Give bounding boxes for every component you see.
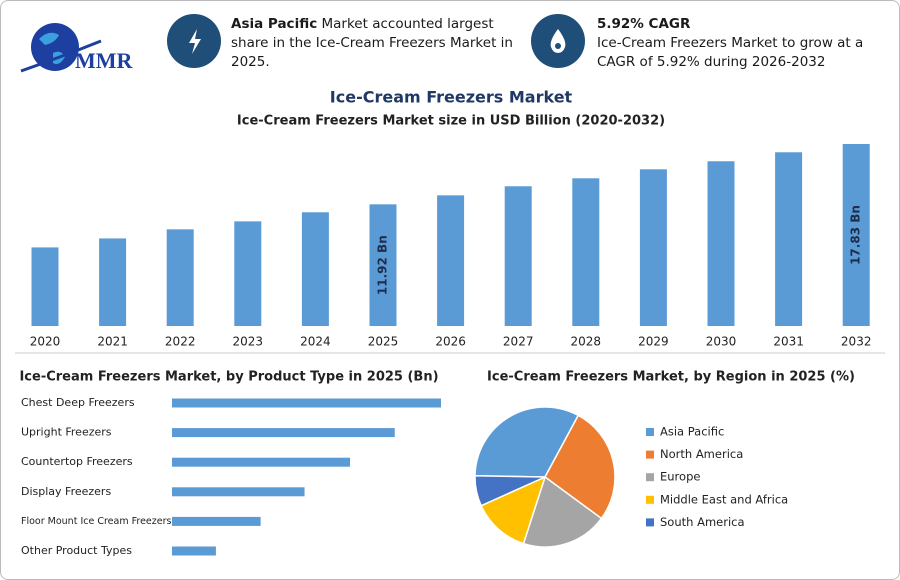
bar <box>172 457 351 467</box>
legend-label: North America <box>660 447 743 461</box>
legend-swatch <box>646 428 654 436</box>
bar <box>31 247 59 326</box>
x-tick-label: 2029 <box>638 335 669 349</box>
bar <box>234 221 262 326</box>
pie-slice <box>480 475 547 545</box>
legend-swatch <box>646 518 654 527</box>
x-tick-label: 2021 <box>97 335 128 349</box>
x-tick-label: 2020 <box>30 335 61 349</box>
legend-swatch <box>646 473 654 482</box>
bar <box>301 212 329 326</box>
chart-title: Ice-Cream Freezers Market, by Region in … <box>487 370 855 385</box>
legend-label: Middle East and Africa <box>660 492 788 506</box>
x-tick-label: 2027 <box>503 335 534 349</box>
y-tick-label: Upright Freezers <box>21 426 112 439</box>
logo: MMR <box>20 23 134 73</box>
x-tick-label: 2032 <box>841 335 872 349</box>
bar <box>172 428 395 438</box>
bar <box>172 546 216 556</box>
y-tick-label: Floor Mount Ice Cream Freezers <box>21 516 172 527</box>
legend-swatch <box>646 450 654 459</box>
x-tick-label: 2030 <box>706 335 737 349</box>
card-icon <box>167 14 221 68</box>
legend-label: South America <box>660 515 745 529</box>
info-card: 5.92% CAGR Ice-Cream Freezers Market to … <box>597 15 887 72</box>
card-highlight: Asia Pacific <box>231 16 318 32</box>
x-tick-label: 2025 <box>368 335 399 349</box>
bar <box>166 229 194 326</box>
pie-slice <box>474 406 580 478</box>
y-tick-label: Chest Deep Freezers <box>21 396 135 409</box>
bar <box>504 186 532 326</box>
card-icon <box>531 14 585 68</box>
logo-text: MMR <box>75 48 134 73</box>
x-tick-label: 2028 <box>571 335 602 349</box>
bar <box>369 204 397 326</box>
chart-title: Ice-Cream Freezers Market <box>330 88 573 107</box>
x-tick-label: 2026 <box>435 335 466 349</box>
bar <box>172 398 441 408</box>
card-text: Market accounted largest share in the Ic… <box>231 16 513 70</box>
x-tick-label: 2024 <box>300 335 331 349</box>
bar <box>707 161 735 326</box>
bar <box>572 178 600 326</box>
bar <box>775 152 803 326</box>
info-card: Asia Pacific Market accounted largest sh… <box>231 15 526 72</box>
y-tick-label: Display Freezers <box>21 485 111 498</box>
x-tick-label: 2023 <box>233 335 264 349</box>
y-tick-label: Countertop Freezers <box>21 455 133 468</box>
legend-swatch <box>646 495 654 504</box>
bar <box>639 169 667 326</box>
bar <box>172 487 305 497</box>
legend-label: Europe <box>660 470 700 484</box>
pie-slice <box>544 414 616 520</box>
bar <box>172 516 261 526</box>
value-label: 17.83 Bn <box>849 205 863 265</box>
x-tick-label: 2022 <box>165 335 196 349</box>
chart-subtitle: Ice-Cream Freezers Market size in USD Bi… <box>237 114 665 129</box>
card-highlight: 5.92% CAGR <box>597 16 691 32</box>
chart-title: Ice-Cream Freezers Market, by Product Ty… <box>19 370 438 385</box>
y-tick-label: Other Product Types <box>21 544 132 557</box>
x-tick-label: 2031 <box>773 335 804 349</box>
pie-slice <box>474 475 546 507</box>
pie-slice <box>522 475 603 548</box>
legend-label: Asia Pacific <box>660 425 724 439</box>
value-label: 11.92 Bn <box>376 235 390 295</box>
bar <box>99 238 127 326</box>
card-text: Ice-Cream Freezers Market to grow at a C… <box>597 35 864 70</box>
bar <box>842 144 870 326</box>
bar <box>437 195 465 326</box>
